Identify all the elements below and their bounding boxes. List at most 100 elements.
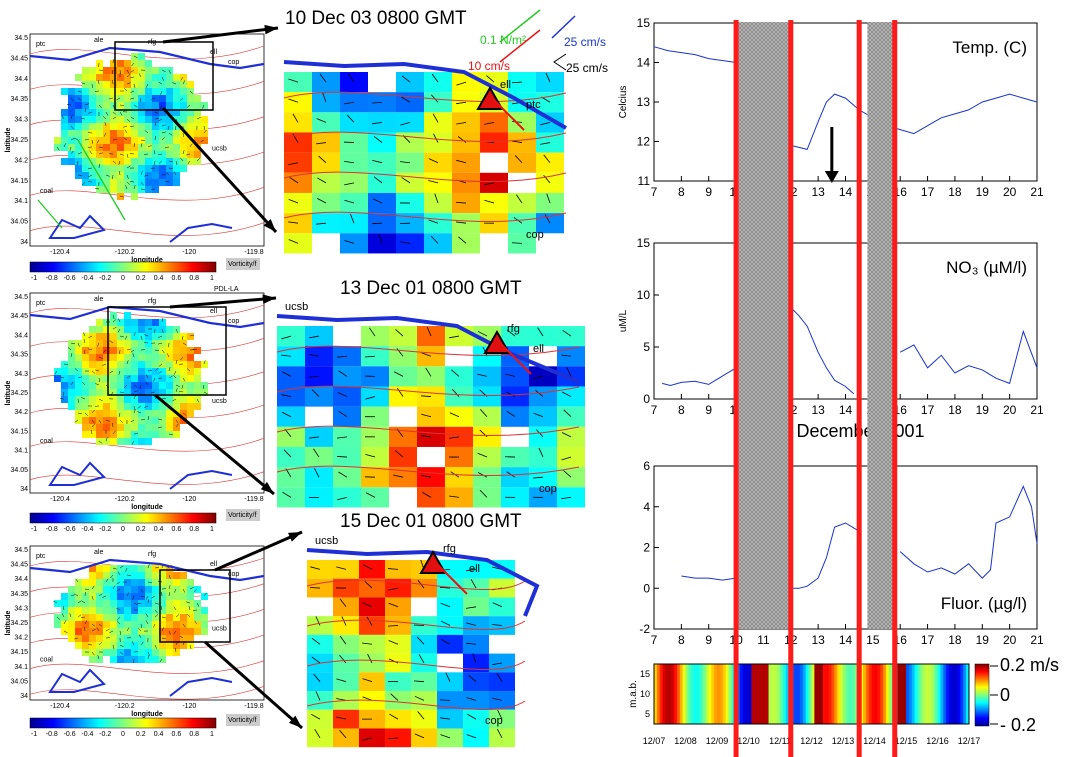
x-tick-label: 7 [651, 633, 658, 647]
vorticity-cell [180, 88, 187, 95]
vorticity-cell [138, 403, 145, 410]
current-vector [309, 436, 320, 439]
vorticity-cell [194, 368, 201, 375]
current-vector [81, 82, 86, 85]
vorticity-cell [75, 109, 82, 116]
current-vector [445, 672, 451, 682]
vorticity-cell [89, 340, 96, 347]
vorticity-cell [82, 123, 89, 130]
current-vector [151, 595, 156, 599]
site-label: ucsb [212, 398, 227, 405]
current-vector [479, 409, 488, 417]
connector-line [214, 530, 303, 572]
vorticity-cell [110, 656, 117, 663]
vorticity-cell [110, 600, 117, 607]
vorticity-cell [138, 593, 145, 600]
current-vector [430, 235, 439, 244]
vorticity-cell [117, 438, 124, 445]
vorticity-cell [159, 642, 166, 649]
vorticity-cell [138, 137, 145, 144]
current-vector [105, 174, 110, 177]
vorticity-cell [96, 593, 103, 600]
vorticity-cell [138, 95, 145, 102]
current-vector [175, 125, 177, 130]
data-series-line [662, 307, 1038, 395]
velocity-column [705, 664, 709, 724]
current-vector [158, 363, 163, 367]
current-vector [496, 728, 503, 739]
vorticity-cell [61, 614, 68, 621]
depth-contour [29, 471, 265, 485]
vorticity-cell [75, 340, 82, 347]
vorticity-cell [152, 326, 159, 333]
vorticity-cell [89, 410, 96, 417]
vorticity-cell [145, 347, 152, 354]
current-vector [393, 371, 404, 377]
vorticity-cell [96, 572, 103, 579]
current-vector [147, 651, 150, 656]
current-vector [457, 136, 467, 143]
current-vector [434, 193, 439, 204]
current-vector [137, 602, 142, 605]
current-vector [203, 125, 206, 130]
velocity-column [854, 664, 858, 724]
vorticity-cell [173, 375, 180, 382]
vorticity-cell [103, 614, 110, 621]
current-vector [153, 150, 156, 155]
vorticity-cell [194, 389, 201, 396]
current-vector [311, 713, 321, 720]
velocity-column [759, 664, 764, 724]
current-vector [161, 637, 166, 639]
vorticity-cell [417, 366, 445, 387]
current-vector [96, 139, 100, 144]
current-vector [362, 602, 373, 608]
current-vector [511, 242, 523, 244]
current-vector [281, 411, 292, 418]
timeseries-1: 1112131415789101112131415161718192021Tem… [618, 16, 1044, 199]
vorticity-cell [187, 130, 194, 137]
vorticity-cell [159, 614, 166, 621]
current-vector [96, 627, 100, 632]
current-vector [288, 98, 299, 103]
vorticity-cell [187, 410, 194, 417]
vorticity-cell [68, 137, 75, 144]
velocity-column [903, 664, 907, 724]
vorticity-cell [103, 410, 110, 417]
velocity-column [960, 664, 964, 724]
current-vector [119, 195, 124, 198]
vorticity-cell [124, 600, 131, 607]
vorticity-cell [173, 635, 180, 642]
lat-tick-label: 34 [20, 239, 28, 246]
vorticity-cell [145, 130, 152, 137]
x-tick-label: 18 [948, 403, 962, 417]
vorticity-cell [61, 88, 68, 95]
current-vector [83, 332, 86, 337]
vorticity-cell [110, 67, 117, 74]
vorticity-cell [145, 635, 152, 642]
vorticity-cell [166, 642, 173, 649]
vorticity-cell [117, 354, 124, 361]
vorticity-cell [138, 333, 145, 340]
vorticity-cell [138, 88, 145, 95]
velocity-column [682, 664, 686, 724]
lon-tick-label: -119.8 [244, 249, 263, 256]
vorticity-cell [194, 116, 201, 123]
vorticity-cell [131, 375, 138, 382]
current-vector [98, 377, 100, 382]
vorticity-cell [152, 600, 159, 607]
current-vector [88, 111, 93, 114]
lat-tick-label: 34.5 [14, 35, 28, 42]
vorticity-cell [187, 333, 194, 340]
site-label: cop [539, 483, 557, 495]
velocity-column [865, 664, 870, 724]
heatmap-x-tick: 12/14 [863, 736, 886, 746]
connector-arrowhead [288, 532, 302, 542]
current-vector [112, 139, 117, 141]
vorticity-cell [75, 74, 82, 81]
lat-tick-label: 34.2 [14, 635, 28, 642]
vorticity-cell [180, 607, 187, 614]
vorticity-cell [82, 417, 89, 424]
vorticity-cell [82, 172, 89, 179]
vorticity-cell [124, 431, 131, 438]
site-label: rfg [148, 39, 156, 46]
